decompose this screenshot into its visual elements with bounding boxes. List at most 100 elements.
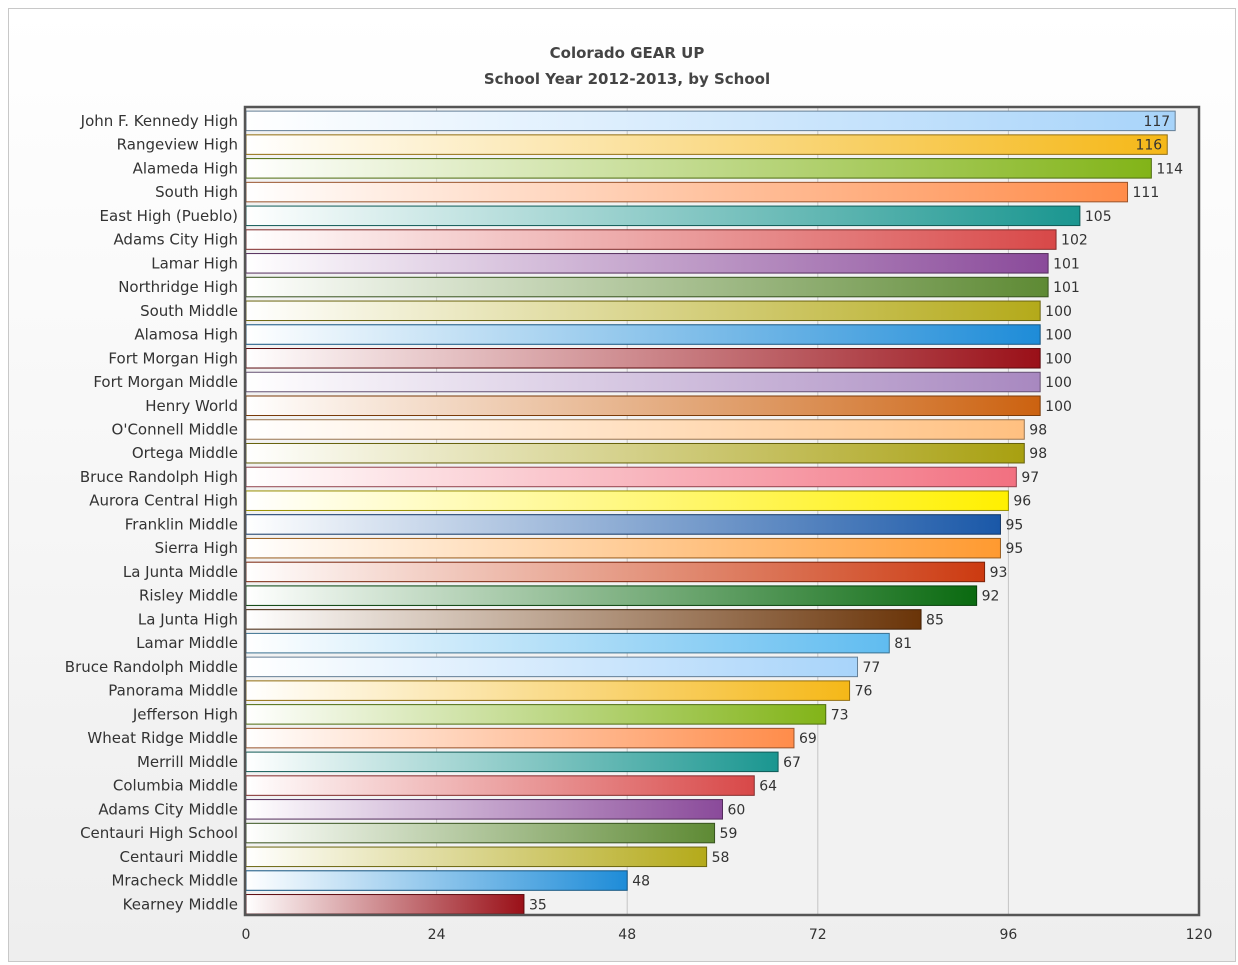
- chart-subtitle: School Year 2012-2013, by School: [484, 70, 770, 88]
- category-label: La Junta High: [138, 610, 238, 628]
- value-label: 81: [894, 636, 912, 652]
- bar: [245, 680, 851, 701]
- bar: [245, 561, 986, 583]
- category-label: Northridge High: [118, 278, 238, 296]
- value-label: 117: [1143, 114, 1170, 130]
- category-label: Adams City High: [113, 231, 238, 249]
- bar: [245, 799, 723, 820]
- value-label: 101: [1053, 256, 1080, 272]
- x-tick-label: 72: [809, 927, 827, 943]
- category-label: Jefferson High: [132, 705, 238, 723]
- category-label: Rangeview High: [117, 136, 238, 154]
- category-label: Wheat Ridge Middle: [87, 729, 238, 747]
- x-tick-label: 48: [618, 927, 636, 943]
- bar: [245, 205, 1081, 227]
- x-tick-label: 24: [428, 927, 446, 943]
- value-label: 105: [1085, 209, 1112, 225]
- bar: [245, 419, 1025, 440]
- bar: [245, 846, 708, 868]
- category-label: Lamar Middle: [136, 634, 238, 652]
- category-label: John F. Kennedy High: [80, 112, 238, 130]
- bar: [245, 656, 859, 678]
- value-label: 100: [1045, 375, 1072, 391]
- category-label: Columbia Middle: [113, 777, 238, 795]
- value-label: 98: [1029, 422, 1047, 438]
- category-label: Merrill Middle: [137, 753, 238, 771]
- value-label: 92: [982, 589, 1000, 605]
- category-label: South High: [155, 183, 238, 201]
- bar: [245, 751, 779, 773]
- bar: [245, 229, 1057, 250]
- category-labels: John F. Kennedy High Rangeview High Alamed…: [65, 112, 238, 913]
- bar: [245, 442, 1025, 464]
- value-label: 73: [831, 707, 849, 723]
- bar: [245, 490, 1009, 511]
- bar: [245, 822, 716, 844]
- bar: [245, 371, 1041, 393]
- value-label: 116: [1135, 138, 1162, 154]
- value-label: 35: [529, 897, 547, 913]
- category-label: Kearney Middle: [123, 895, 238, 913]
- bar: [245, 348, 1041, 369]
- x-tick-label: 0: [242, 927, 251, 943]
- value-label: 97: [1021, 470, 1039, 486]
- value-label: 69: [799, 731, 817, 747]
- bar: [245, 395, 1041, 416]
- value-label: 100: [1045, 351, 1072, 367]
- bar: [245, 324, 1041, 345]
- x-tick-label: 96: [999, 927, 1017, 943]
- bar: [245, 585, 978, 606]
- value-label: 93: [990, 565, 1008, 581]
- chart-title: Colorado GEAR UP: [550, 44, 705, 62]
- bar: [245, 514, 1001, 535]
- value-label: 98: [1029, 446, 1047, 462]
- bar: [245, 870, 628, 891]
- category-label: Centauri Middle: [120, 848, 238, 866]
- bar: [245, 181, 1129, 203]
- bars: [245, 110, 1176, 915]
- value-label: 95: [1005, 541, 1023, 557]
- bar: [245, 300, 1041, 322]
- category-label: Ortega Middle: [132, 444, 238, 462]
- plot-border: [243, 105, 1201, 917]
- category-label: Fort Morgan High: [108, 349, 238, 367]
- value-label: 85: [926, 612, 944, 628]
- bar: [245, 609, 922, 630]
- bar: [245, 704, 827, 725]
- value-label: 48: [632, 874, 650, 890]
- value-label: 114: [1156, 161, 1183, 177]
- category-label: Franklin Middle: [125, 515, 238, 533]
- value-label: 60: [728, 802, 746, 818]
- bar: [245, 632, 890, 654]
- value-label: 96: [1013, 494, 1031, 510]
- bar: [245, 158, 1152, 179]
- value-label: 64: [759, 779, 777, 795]
- value-label: 101: [1053, 280, 1080, 296]
- category-label: Lamar High: [151, 254, 238, 272]
- bar: [245, 253, 1049, 274]
- bar: [245, 894, 525, 915]
- value-labels: 117 116 114 111 105 102 101 101 100 100 100 100 100 9…: [529, 114, 1183, 913]
- value-label: 95: [1005, 517, 1023, 533]
- x-tick-labels: 0 24 48 72 96 120: [242, 927, 1213, 943]
- value-label: 100: [1045, 399, 1072, 415]
- bar: [245, 134, 1168, 155]
- bar: [245, 276, 1049, 298]
- category-label: La Junta Middle: [123, 563, 238, 581]
- category-label: Alameda High: [133, 159, 238, 177]
- category-label: Sierra High: [155, 539, 238, 557]
- category-label: Henry World: [145, 397, 238, 415]
- value-label: 100: [1045, 328, 1072, 344]
- category-label: O'Connell Middle: [112, 420, 238, 438]
- category-label: Adams City Middle: [98, 800, 238, 818]
- value-label: 102: [1061, 233, 1088, 249]
- x-tick-label: 120: [1186, 927, 1213, 943]
- bar: [245, 727, 795, 749]
- category-label: Centauri High School: [80, 824, 238, 842]
- value-label: 67: [783, 755, 801, 771]
- bar: [245, 537, 1001, 559]
- category-label: Bruce Randolph High: [80, 468, 238, 486]
- category-label: South Middle: [140, 302, 238, 320]
- category-label: East High (Pueblo): [100, 207, 238, 225]
